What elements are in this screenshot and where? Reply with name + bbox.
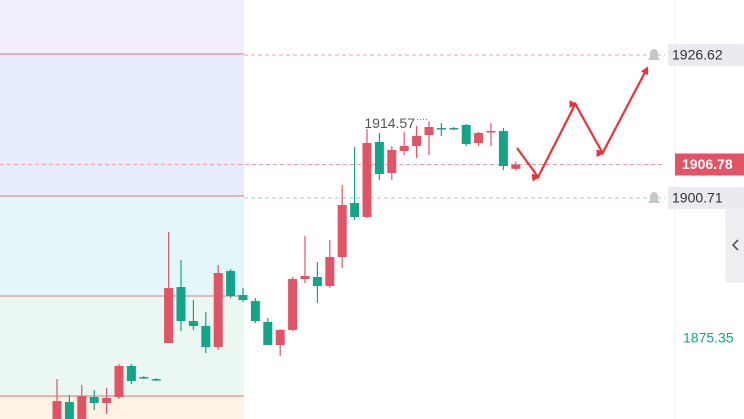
candle-body bbox=[511, 164, 521, 169]
candle-body bbox=[89, 397, 99, 404]
candle-body bbox=[139, 377, 149, 379]
zone-band bbox=[0, 53, 244, 197]
candle-body bbox=[188, 321, 198, 327]
last-price-box bbox=[675, 153, 744, 176]
candle-body bbox=[436, 128, 446, 130]
bell-icon bbox=[648, 48, 660, 60]
candle-body bbox=[164, 288, 174, 344]
candle-body bbox=[151, 379, 161, 381]
candle-body bbox=[498, 130, 508, 166]
zone-band bbox=[0, 0, 244, 54]
zones bbox=[0, 0, 244, 419]
max-label: 1914.57 bbox=[364, 115, 415, 131]
price-axis: 1926.62 1900.71 1906.78 1875.35 bbox=[648, 43, 744, 346]
candle-body bbox=[350, 202, 360, 218]
candle-body bbox=[300, 276, 310, 280]
candle-body bbox=[312, 277, 322, 287]
y-tick-label: 1875.35 bbox=[683, 330, 734, 346]
candle-body bbox=[449, 128, 459, 130]
candle-body bbox=[226, 270, 236, 297]
candle-body bbox=[238, 295, 248, 301]
candle-body bbox=[288, 279, 298, 331]
candle-body bbox=[176, 287, 186, 322]
alert-label: 1926.62 bbox=[672, 47, 723, 63]
candle-body bbox=[64, 402, 74, 419]
candle-body bbox=[412, 136, 422, 147]
forecast-line bbox=[516, 66, 649, 182]
last-price-label: 1906.78 bbox=[682, 156, 733, 172]
candle-body bbox=[275, 330, 285, 346]
candle-body bbox=[362, 143, 372, 218]
candle-body bbox=[474, 132, 484, 144]
candle-body bbox=[461, 124, 471, 145]
candle-body bbox=[213, 273, 223, 348]
alert-label-box bbox=[668, 43, 744, 66]
candle-body bbox=[337, 205, 347, 258]
candle-body bbox=[201, 326, 211, 348]
candle-body bbox=[424, 127, 434, 136]
alert-label-box bbox=[668, 187, 744, 210]
alert-label: 1900.71 bbox=[672, 190, 723, 206]
zone-band bbox=[0, 396, 244, 419]
candle-body bbox=[486, 130, 496, 133]
candle-body bbox=[263, 322, 273, 346]
bell-icon bbox=[648, 192, 660, 204]
candle-body bbox=[126, 366, 136, 382]
candle-body bbox=[399, 146, 409, 151]
candle-body bbox=[250, 301, 260, 322]
candle-body bbox=[387, 149, 397, 174]
candle-body bbox=[374, 141, 384, 175]
zone-band bbox=[0, 196, 244, 297]
candle-body bbox=[325, 257, 335, 287]
candle-body bbox=[77, 396, 87, 419]
plot: 1914.57 bbox=[0, 54, 665, 419]
candle-body bbox=[114, 366, 124, 398]
candle-body bbox=[102, 398, 112, 404]
collapse-tab[interactable] bbox=[725, 208, 744, 283]
candle-body bbox=[52, 401, 62, 419]
